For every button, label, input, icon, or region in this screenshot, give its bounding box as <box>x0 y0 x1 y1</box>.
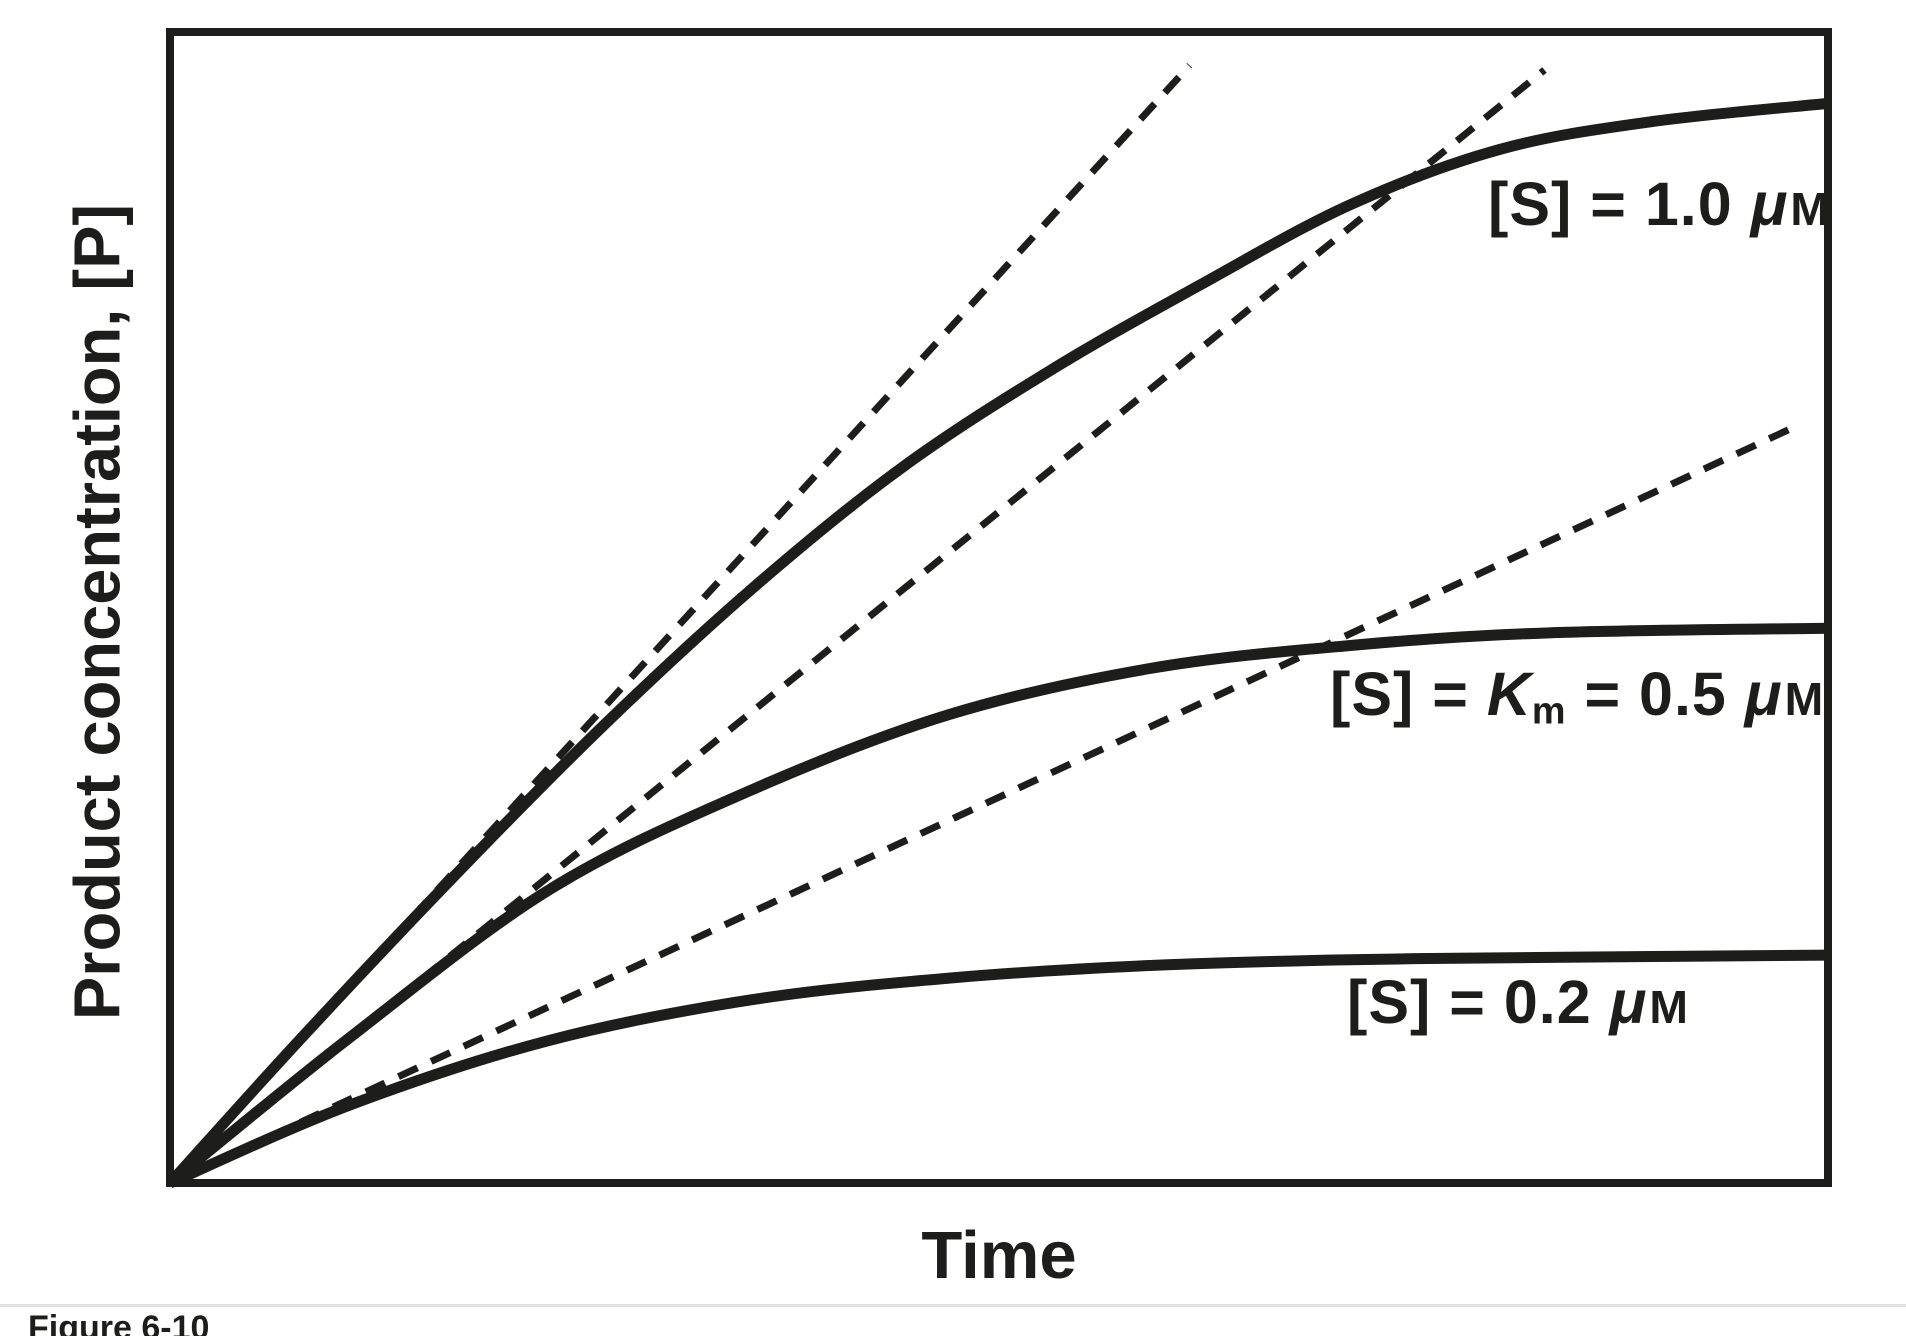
km-variable: K <box>1486 660 1532 728</box>
initial-rate-tangent-S-0.5uM <box>167 67 1547 1186</box>
curve-label-s-1.0um: [S] = 1.0 μM <box>1488 174 1830 235</box>
initial-rate-tangent-S-1.0uM <box>167 63 1193 1186</box>
plot-frame <box>166 28 1832 1187</box>
curve-label-s-0.2um: [S] = 0.2 μM <box>1347 972 1689 1033</box>
x-axis-label: Time <box>921 1218 1077 1293</box>
curve-label-s-0.5um: [S] = Km = 0.5 μM <box>1330 664 1824 731</box>
km-subscript: m <box>1531 690 1567 733</box>
y-axis-label: Product concentration, [P] <box>60 203 134 1021</box>
mu-symbol: μ <box>1744 660 1783 728</box>
curve-label-s1-text: [S] = 1.0 <box>1488 170 1751 238</box>
figure-caption: Figure 6-10 <box>28 1309 210 1336</box>
page-rule-divider <box>0 1304 1906 1307</box>
curve-label-s05-pre: [S] = <box>1330 660 1487 728</box>
initial-rate-tangent-S-0.2uM <box>168 421 1802 1187</box>
molar-unit: M <box>1784 673 1825 725</box>
curve-label-s02-text: [S] = 0.2 <box>1347 968 1610 1036</box>
curves-group <box>165 63 1829 1189</box>
mu-symbol: μ <box>1750 170 1789 238</box>
molar-unit: M <box>1790 183 1830 235</box>
mu-symbol: μ <box>1609 968 1648 1036</box>
progress-curve-S-0.2uM <box>167 949 1829 1189</box>
molar-unit: M <box>1649 981 1689 1033</box>
curve-label-s05-mid: = 0.5 <box>1566 660 1745 728</box>
